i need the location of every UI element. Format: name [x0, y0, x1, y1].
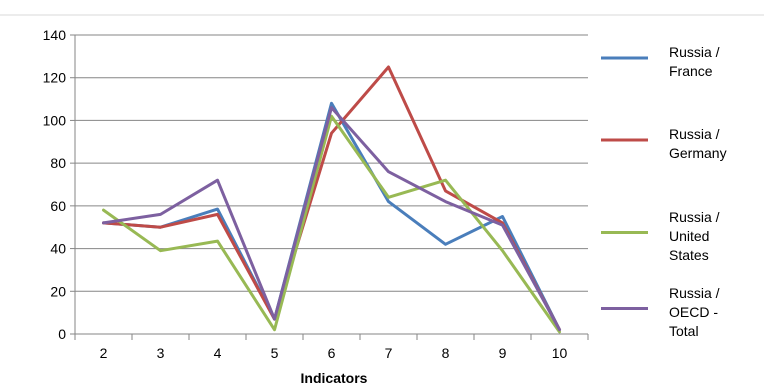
x-tick-label: 2 — [100, 345, 108, 361]
y-tick-label: 40 — [50, 241, 66, 257]
x-tick-label: 4 — [214, 345, 222, 361]
legend-entry: Russia / United States — [669, 209, 720, 263]
series-line-3 — [102, 114, 561, 334]
legend: Russia / France Russia / Germany Russia / Uni… — [601, 44, 727, 339]
y-tick-label: 20 — [50, 283, 66, 299]
y-tick-label: 140 — [43, 27, 67, 43]
x-tick-label: 10 — [552, 345, 568, 361]
x-tick-label: 8 — [442, 345, 450, 361]
y-tick-label: 80 — [50, 155, 66, 171]
x-tick-label: 3 — [157, 345, 165, 361]
series-line-4 — [102, 106, 561, 332]
legend-entry: Russia / Germany — [669, 126, 727, 161]
x-tick-label: 9 — [499, 345, 507, 361]
y-tick-label: 100 — [43, 112, 67, 128]
axes: 0 20 40 60 80 100 120 140 2 3 4 5 6 7 8 9 10 — [43, 27, 589, 361]
x-tick-label: 5 — [271, 345, 279, 361]
y-tick-label: 0 — [58, 326, 66, 342]
y-tick-label: 120 — [43, 70, 67, 86]
x-tick-label: 6 — [328, 345, 336, 361]
legend-entry: Russia / OECD -Total — [669, 285, 720, 339]
legend-entry: Russia / France — [669, 44, 720, 79]
y-tick-label: 60 — [50, 198, 66, 214]
x-axis-title: Indicators — [301, 370, 368, 385]
series-lines — [102, 65, 561, 334]
series-line-2 — [102, 65, 561, 332]
x-tick-label: 7 — [385, 345, 393, 361]
